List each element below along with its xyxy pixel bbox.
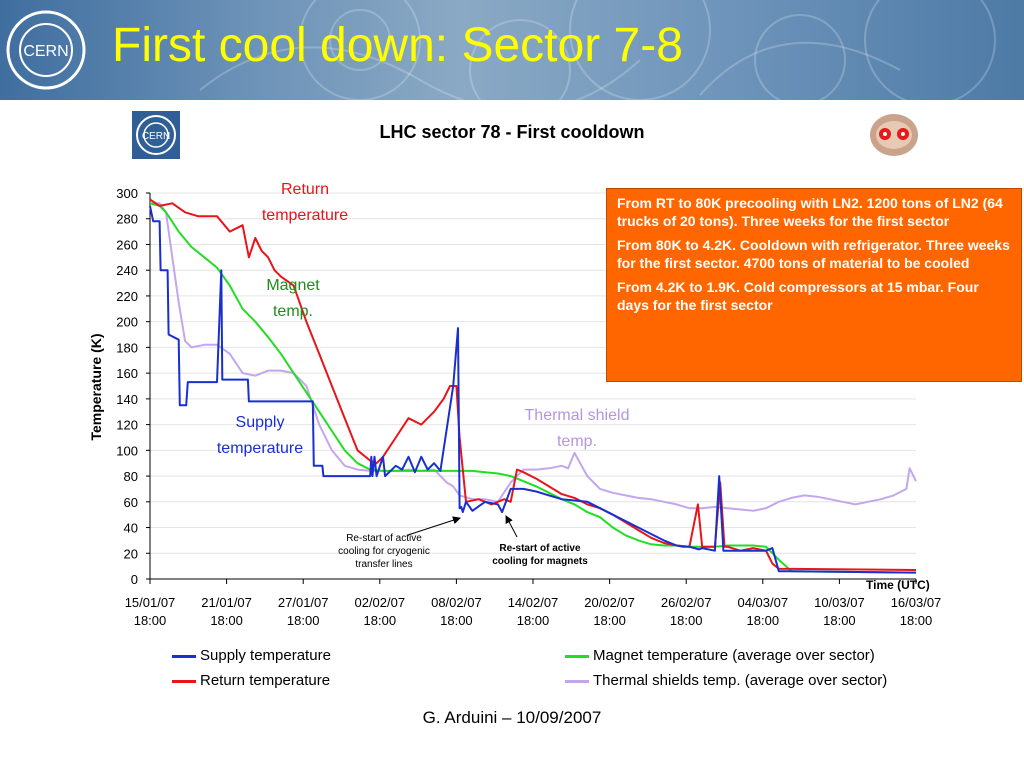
chart-title: LHC sector 78 - First cooldown xyxy=(379,122,645,142)
thermal-shield-series-label: Thermal shield temp. xyxy=(524,407,630,450)
x-axis-label: Time (UTC) xyxy=(866,578,930,592)
chart-axes xyxy=(146,192,917,584)
legend-swatch-thermal xyxy=(565,679,589,683)
title-banner: CERN First cool down: Sector 7-8 xyxy=(0,0,1024,100)
x-tick-label-time: 18:00 xyxy=(134,613,167,628)
info-paragraph-cold-compressors: From 4.2K to 1.9K. Cold compressors at 1… xyxy=(617,279,979,313)
y-tick-label: 200 xyxy=(116,315,138,330)
x-tick-label-date: 14/02/07 xyxy=(508,595,559,610)
x-tick-label-date: 16/03/07 xyxy=(891,595,942,610)
series-line-magnet xyxy=(149,202,917,574)
x-tick-label-date: 02/02/07 xyxy=(354,595,405,610)
legend-item-supply: Supply temperature xyxy=(172,646,331,666)
legend-swatch-supply xyxy=(172,654,196,658)
page-title: First cool down: Sector 7-8 xyxy=(112,19,683,72)
return-series-label: Return temperature xyxy=(261,181,349,224)
dipole-magnet-icon xyxy=(870,114,918,156)
y-tick-label: 60 xyxy=(124,495,138,510)
y-tick-label: 180 xyxy=(116,340,138,355)
y-tick-label: 280 xyxy=(116,212,138,227)
x-tick-label-time: 18:00 xyxy=(210,613,243,628)
cern-logo: CERN xyxy=(6,10,86,90)
annotation-arrows xyxy=(407,515,518,538)
info-paragraph-precooling: From RT to 80K precooling with LN2. 1200… xyxy=(617,195,1003,229)
y-tick-label: 160 xyxy=(116,366,138,381)
info-paragraph-cooldown: From 80K to 4.2K. Cooldown with refriger… xyxy=(617,237,1010,271)
legend-item-return: Return temperature xyxy=(172,671,330,691)
y-tick-label: 240 xyxy=(116,263,138,278)
y-tick-label: 260 xyxy=(116,237,138,252)
y-tick-label: 220 xyxy=(116,289,138,304)
y-tick-label: 100 xyxy=(116,443,138,458)
footer-credit: G. Arduini – 10/09/2007 xyxy=(422,708,602,727)
x-tick-label-time: 18:00 xyxy=(747,613,780,628)
y-tick-label: 40 xyxy=(124,521,138,536)
x-tick-label-date: 27/01/07 xyxy=(278,595,329,610)
svg-text:CERN: CERN xyxy=(142,131,170,142)
series-line-supply xyxy=(149,205,917,574)
svg-text:CERN: CERN xyxy=(23,43,68,60)
banner-background-art xyxy=(199,0,996,100)
x-tick-label-date: 08/02/07 xyxy=(431,595,482,610)
legend-swatch-magnet xyxy=(565,654,589,658)
legend-swatch-return xyxy=(172,679,196,683)
cooldown-chart: 0 20 40 60 80 100 120 140 160 180 200 220 240 260 280 3… xyxy=(116,186,941,628)
arrow-magnets xyxy=(505,515,518,538)
x-tick-label-time: 18:00 xyxy=(593,613,626,628)
x-tick-label-time: 18:00 xyxy=(440,613,473,628)
x-tick-label-date: 20/02/07 xyxy=(584,595,635,610)
x-tick-label-time: 18:00 xyxy=(517,613,550,628)
y-tick-label: 140 xyxy=(116,392,138,407)
y-tick-label: 0 xyxy=(131,572,138,587)
info-box: From RT to 80K precooling with LN2. 1200… xyxy=(606,188,1022,382)
chart-tick-labels: 0 20 40 60 80 100 120 140 160 180 200 220 240 260 280 3… xyxy=(116,186,941,628)
series-line-return xyxy=(149,198,917,571)
x-tick-label-time: 18:00 xyxy=(823,613,856,628)
y-tick-label: 120 xyxy=(116,418,138,433)
cern-logo-small: CERN xyxy=(132,111,180,159)
y-axis-label: Temperature (K) xyxy=(88,333,104,441)
series-line-thermal xyxy=(150,202,917,512)
magnet-series-label: Magnet temp. xyxy=(266,277,320,320)
legend-item-magnet: Magnet temperature (average over sector) xyxy=(565,646,875,666)
x-tick-label-time: 18:00 xyxy=(287,613,320,628)
x-tick-label-date: 10/03/07 xyxy=(814,595,865,610)
y-tick-label: 20 xyxy=(124,546,138,561)
y-tick-label: 300 xyxy=(116,186,138,201)
annotation-magnets: Re-start of active cooling for magnets xyxy=(492,543,588,567)
x-tick-label-date: 21/01/07 xyxy=(201,595,252,610)
x-tick-label-time: 18:00 xyxy=(900,613,933,628)
x-tick-label-date: 26/02/07 xyxy=(661,595,712,610)
x-tick-label-date: 15/01/07 xyxy=(125,595,176,610)
arrow-transfer-lines xyxy=(407,516,461,536)
annotation-transfer-lines: Re-start of active cooling for cryogenic t… xyxy=(338,533,430,570)
y-tick-label: 80 xyxy=(124,469,138,484)
legend-item-thermal: Thermal shields temp. (average over sect… xyxy=(565,671,887,691)
supply-series-label: Supply temperature xyxy=(216,414,304,457)
chart-series xyxy=(149,198,917,574)
x-tick-label-time: 18:00 xyxy=(670,613,703,628)
x-tick-label-date: 04/03/07 xyxy=(737,595,788,610)
x-tick-label-time: 18:00 xyxy=(364,613,397,628)
